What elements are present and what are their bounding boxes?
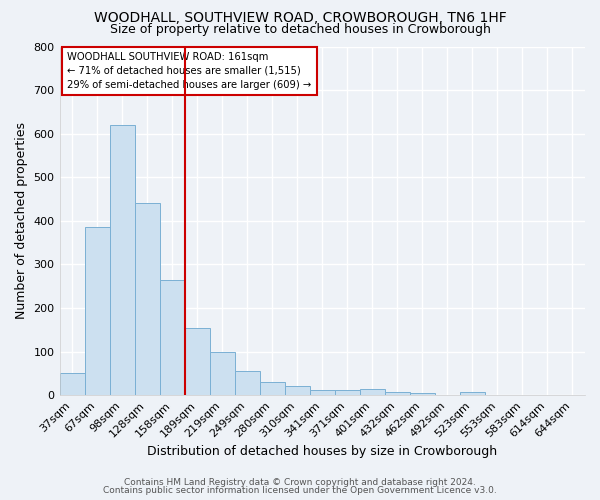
Bar xyxy=(59,374,85,395)
Bar xyxy=(360,390,385,395)
Text: WOODHALL SOUTHVIEW ROAD: 161sqm
← 71% of detached houses are smaller (1,515)
29%: WOODHALL SOUTHVIEW ROAD: 161sqm ← 71% of… xyxy=(67,52,311,90)
Text: WOODHALL, SOUTHVIEW ROAD, CROWBOROUGH, TN6 1HF: WOODHALL, SOUTHVIEW ROAD, CROWBOROUGH, T… xyxy=(94,12,506,26)
Bar xyxy=(310,390,335,395)
Bar xyxy=(134,204,160,395)
Text: Contains HM Land Registry data © Crown copyright and database right 2024.: Contains HM Land Registry data © Crown c… xyxy=(124,478,476,487)
Text: Contains public sector information licensed under the Open Government Licence v3: Contains public sector information licen… xyxy=(103,486,497,495)
Bar xyxy=(110,125,134,395)
Bar xyxy=(335,390,360,395)
Text: Size of property relative to detached houses in Crowborough: Size of property relative to detached ho… xyxy=(110,24,490,36)
Bar xyxy=(285,386,310,395)
Y-axis label: Number of detached properties: Number of detached properties xyxy=(15,122,28,320)
X-axis label: Distribution of detached houses by size in Crowborough: Distribution of detached houses by size … xyxy=(147,444,497,458)
Bar xyxy=(260,382,285,395)
Bar xyxy=(209,352,235,395)
Bar xyxy=(185,328,209,395)
Bar xyxy=(385,392,410,395)
Bar xyxy=(235,371,260,395)
Bar xyxy=(460,392,485,395)
Bar xyxy=(85,228,110,395)
Bar xyxy=(160,280,185,395)
Bar xyxy=(410,393,435,395)
